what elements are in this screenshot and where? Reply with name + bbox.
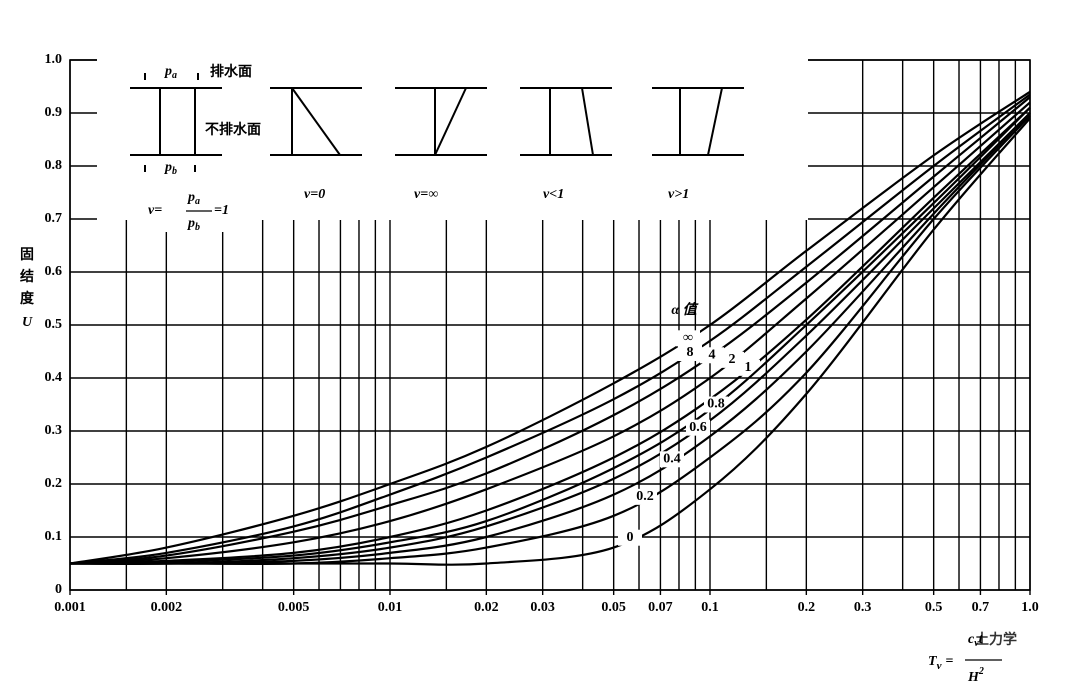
legend-label: 0 bbox=[627, 530, 634, 545]
x-tick-label: 1.0 bbox=[1021, 600, 1039, 615]
y-label: 固 bbox=[20, 247, 34, 263]
sub: b bbox=[172, 166, 177, 177]
curve bbox=[69, 90, 1031, 565]
x-tick-label: 0.002 bbox=[151, 600, 183, 615]
y-tick-label: 0.8 bbox=[45, 158, 63, 173]
ratio-den: pb bbox=[187, 216, 200, 233]
legend-label: 4 bbox=[709, 347, 716, 362]
p: p bbox=[164, 160, 172, 175]
drained-label: 排水面 bbox=[210, 63, 252, 80]
case-label: v>1 bbox=[668, 187, 689, 202]
stress-line bbox=[291, 87, 341, 156]
y-tick-label: 0 bbox=[55, 582, 62, 597]
watermark: 土力学 bbox=[975, 631, 1017, 648]
sub: v bbox=[974, 638, 979, 649]
y-label: 度 bbox=[20, 290, 35, 307]
legend-bg bbox=[633, 488, 657, 505]
sub: v bbox=[937, 660, 942, 672]
eq: = bbox=[945, 654, 953, 669]
y-label: U bbox=[22, 315, 33, 330]
y-tick-label: 0.2 bbox=[45, 476, 63, 491]
x-label-den: H2 bbox=[967, 666, 984, 685]
legend-bg bbox=[686, 419, 710, 436]
case-label: v=∞ bbox=[414, 187, 438, 202]
stress-line bbox=[581, 87, 594, 156]
x-tick-label: 0.03 bbox=[530, 600, 555, 615]
x-tick-label: 0.07 bbox=[648, 600, 673, 615]
y-tick-label: 0.1 bbox=[45, 529, 63, 544]
x-tick-label: 0.5 bbox=[925, 600, 943, 615]
stress-line bbox=[434, 87, 467, 156]
legend-bg bbox=[700, 347, 724, 364]
x-tick-label: 0.01 bbox=[378, 600, 403, 615]
case-label: v=0 bbox=[304, 187, 325, 202]
h: H bbox=[967, 670, 980, 685]
sub: a bbox=[195, 196, 200, 207]
p: p bbox=[187, 216, 195, 231]
curve bbox=[69, 93, 1031, 565]
y-tick-label: 0.5 bbox=[45, 317, 63, 332]
x-label: Tv = bbox=[928, 654, 953, 671]
sub: a bbox=[172, 70, 177, 81]
legend-label: 0.8 bbox=[707, 397, 725, 412]
inset-box bbox=[97, 58, 808, 232]
pb-label: pb bbox=[164, 160, 177, 177]
legend-title: α 值 bbox=[671, 301, 698, 318]
curve bbox=[69, 101, 1031, 565]
legend-bg bbox=[676, 330, 700, 347]
pa-label: pa bbox=[164, 64, 177, 81]
legend-bg bbox=[736, 359, 760, 376]
legend-bg bbox=[618, 529, 642, 546]
x-tick-label: 0.005 bbox=[278, 600, 310, 615]
x-tick-label: 0.1 bbox=[701, 600, 719, 615]
y-tick-label: 0.7 bbox=[45, 211, 63, 226]
stress-line bbox=[707, 87, 723, 156]
y-label: 结 bbox=[20, 268, 34, 285]
ratio-left: v= bbox=[148, 203, 162, 218]
p: p bbox=[187, 190, 195, 205]
y-tick-label: 1.0 bbox=[45, 52, 63, 67]
curve bbox=[70, 117, 1031, 566]
legend-bg bbox=[678, 345, 702, 362]
y-tick-label: 0.4 bbox=[45, 370, 63, 385]
x-tick-label: 0.05 bbox=[601, 600, 626, 615]
y-tick-label: 0.9 bbox=[45, 105, 63, 120]
curves: ∞8 4 21 0.80.6 0.4 0.2 0 α 值 bbox=[69, 90, 1031, 566]
x-tick-label: 0.02 bbox=[474, 600, 499, 615]
y-tick-label: 0.6 bbox=[45, 264, 63, 279]
x-tick-label: 0.7 bbox=[972, 600, 990, 615]
c: c bbox=[968, 632, 975, 647]
legend-label: 1 bbox=[745, 360, 752, 375]
legend-bg bbox=[660, 451, 684, 468]
legend-label: 0.2 bbox=[636, 489, 654, 504]
x-label-num: cvt bbox=[968, 632, 984, 649]
curve bbox=[69, 112, 1031, 565]
y-tick-label: 0.3 bbox=[45, 423, 63, 438]
x-tick-label: 0.001 bbox=[54, 600, 86, 615]
curve bbox=[69, 96, 1031, 565]
legend-label: 0.6 bbox=[689, 420, 707, 435]
curve bbox=[69, 106, 1031, 565]
case-label: v<1 bbox=[543, 187, 564, 202]
x-tick-label: 0.2 bbox=[798, 600, 816, 615]
p: p bbox=[164, 64, 172, 79]
t: t bbox=[979, 632, 984, 647]
legend-label: 0.4 bbox=[663, 452, 681, 467]
legend-label: ∞ bbox=[683, 331, 693, 346]
sub: b bbox=[195, 222, 200, 233]
inset: pa 排水面 不排水面 pb v= pa pb =1 v=0 v=∞ v<1 v… bbox=[97, 58, 808, 233]
t: T bbox=[928, 654, 938, 669]
sup: 2 bbox=[978, 666, 984, 677]
legend-label: 2 bbox=[729, 352, 736, 367]
undrained-label: 不排水面 bbox=[205, 121, 261, 138]
x-tick-label: 0.3 bbox=[854, 600, 872, 615]
legend-bg bbox=[704, 396, 728, 413]
legend-label: 8 bbox=[687, 345, 694, 360]
curve bbox=[69, 106, 1031, 565]
ratio-num: pa bbox=[187, 190, 200, 207]
ratio-right: =1 bbox=[214, 203, 229, 218]
